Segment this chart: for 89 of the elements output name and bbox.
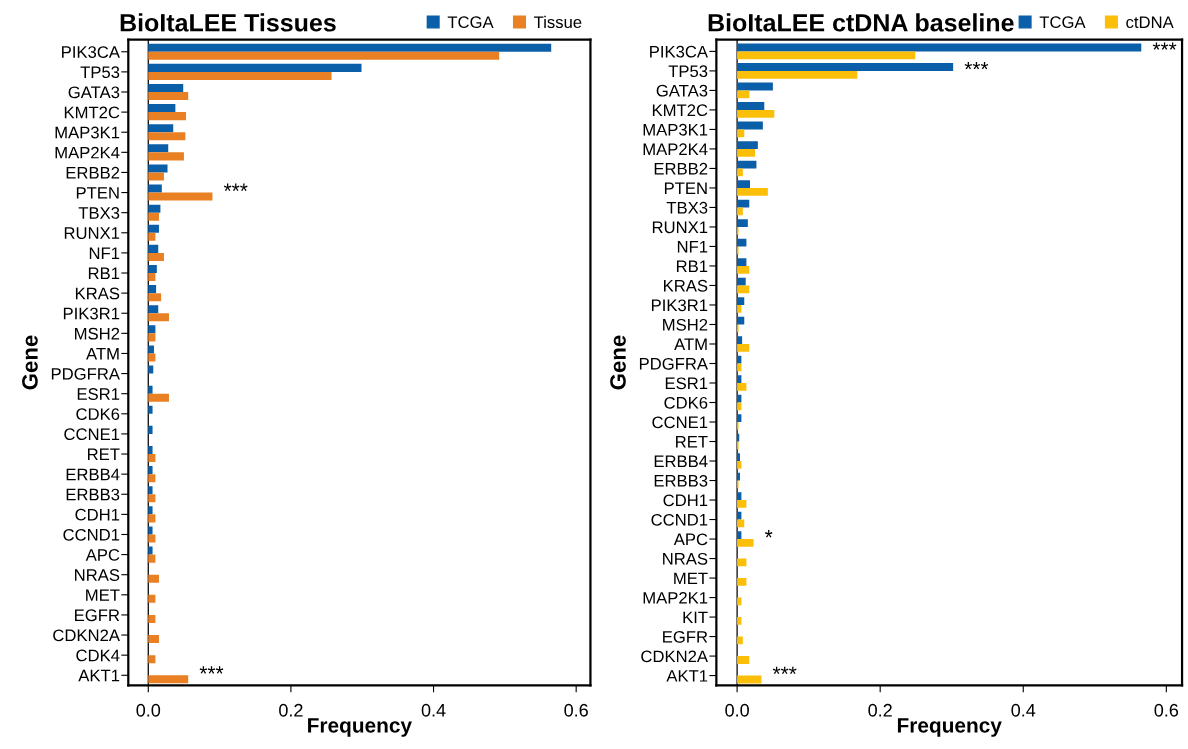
x-tick-label: 0.4 <box>1011 703 1036 717</box>
y-tick-label: PDGFRA <box>51 367 120 380</box>
y-tick-label: RUNX1 <box>652 221 708 234</box>
y-tick-label: PIK3CA <box>62 46 120 58</box>
x-tick-label: 0.4 <box>421 703 446 717</box>
chart-title: BioItaLEE ctDNA baseline <box>708 13 1014 32</box>
y-tick-label: CCND1 <box>651 513 708 526</box>
y-tick-label: ERBB4 <box>66 468 120 481</box>
x-axis-title: Frequency <box>897 718 1002 737</box>
y-tick-label: TBX3 <box>666 201 708 214</box>
y-tick-label: TBX3 <box>78 207 120 219</box>
legend-label: ctDNA <box>1126 16 1174 29</box>
y-tick-label: KIT <box>683 611 708 624</box>
y-tick-label: MET <box>674 572 708 585</box>
y-tick-label: AKT1 <box>666 670 708 682</box>
y-tick-label: CDK6 <box>664 396 708 409</box>
annotation: *** <box>772 666 797 674</box>
y-tick-label: MAP2K1 <box>643 591 708 604</box>
y-tick-label: NRAS <box>663 552 708 565</box>
y-tick-label: RB1 <box>676 260 708 272</box>
y-tick-label: CDH1 <box>663 494 708 507</box>
y-tick-label: CDH1 <box>75 508 120 521</box>
y-axis-title: Gene <box>610 335 626 390</box>
y-tick-label: ATM <box>674 338 707 351</box>
y-tick-label: ERBB4 <box>654 455 708 468</box>
x-tick-label: 0.0 <box>136 703 161 717</box>
y-tick-label: ESR1 <box>665 377 708 390</box>
annotation: *** <box>964 61 989 70</box>
y-tick-label: ERBB2 <box>66 166 120 179</box>
annotation: * <box>765 530 773 538</box>
annotation: *** <box>223 183 248 191</box>
y-tick-label: NF1 <box>89 247 120 259</box>
y-tick-label: KMT2C <box>652 104 708 117</box>
y-tick-label: MET <box>86 589 120 601</box>
y-tick-label: MAP2K4 <box>55 146 120 159</box>
y-tick-label: GATA3 <box>656 84 708 97</box>
y-tick-label: AKT1 <box>78 669 120 682</box>
y-tick-label: MAP2K4 <box>643 143 708 155</box>
y-tick-label: ATM <box>86 348 119 360</box>
y-tick-label: CDK4 <box>76 649 120 662</box>
y-tick-label: GATA3 <box>68 86 120 99</box>
y-tick-label: EGFR <box>663 630 708 643</box>
y-tick-label: TP53 <box>80 66 120 79</box>
y-tick-label: CDK6 <box>76 408 120 421</box>
y-tick-label: PTEN <box>76 187 119 199</box>
chart-title: BioItaLEE Tissues <box>120 13 336 32</box>
y-tick-label: CCNE1 <box>652 416 708 429</box>
y-tick-label: ERBB2 <box>654 162 708 175</box>
y-tick-label: TP53 <box>668 65 708 78</box>
y-tick-label: CDKN2A <box>641 650 708 663</box>
x-tick-label: 0.2 <box>868 703 892 717</box>
x-tick-label: 0.2 <box>279 703 303 717</box>
y-tick-label: PIK3R1 <box>63 307 120 320</box>
y-tick-label: CCNE1 <box>64 428 120 441</box>
y-tick-label: CDKN2A <box>53 629 120 642</box>
y-tick-label: MAP3K1 <box>55 126 120 139</box>
x-axis-title: Frequency <box>308 718 412 737</box>
y-axis-title: Gene <box>22 335 38 390</box>
y-tick-label: RUNX1 <box>64 227 120 239</box>
annotation: *** <box>199 666 224 674</box>
legend-label: Tissue <box>534 15 582 29</box>
y-tick-label: MSH2 <box>75 327 120 340</box>
y-tick-label: RET <box>88 448 120 461</box>
y-tick-label: EGFR <box>75 609 120 622</box>
y-tick-label: APC <box>673 533 708 546</box>
y-tick-label: KRAS <box>75 287 120 300</box>
y-tick-label: PIK3CA <box>650 45 708 58</box>
x-tick-label: 0.6 <box>564 703 588 717</box>
y-tick-label: PIK3R1 <box>651 299 708 312</box>
y-tick-label: KMT2C <box>64 106 120 119</box>
y-tick-label: RB1 <box>88 267 120 280</box>
y-tick-label: NF1 <box>677 241 708 253</box>
legend-label: TCGA <box>447 16 494 29</box>
y-tick-label: RET <box>676 436 708 448</box>
y-tick-label: NRAS <box>75 569 120 581</box>
x-tick-label: 0.6 <box>1154 703 1179 717</box>
y-tick-label: CCND1 <box>63 528 120 541</box>
y-tick-label: MSH2 <box>663 318 708 331</box>
y-tick-label: PDGFRA <box>639 357 708 370</box>
y-tick-label: PTEN <box>664 182 707 194</box>
y-tick-label: ESR1 <box>77 388 120 400</box>
legend-label: TCGA <box>1039 16 1086 29</box>
y-tick-label: ERBB3 <box>654 474 708 487</box>
y-tick-label: APC <box>85 549 120 561</box>
y-tick-label: MAP3K1 <box>643 123 708 136</box>
y-tick-label: KRAS <box>664 279 708 292</box>
y-tick-label: ERBB3 <box>66 488 120 501</box>
x-tick-label: 0.0 <box>725 703 749 717</box>
annotation: *** <box>1152 42 1177 50</box>
